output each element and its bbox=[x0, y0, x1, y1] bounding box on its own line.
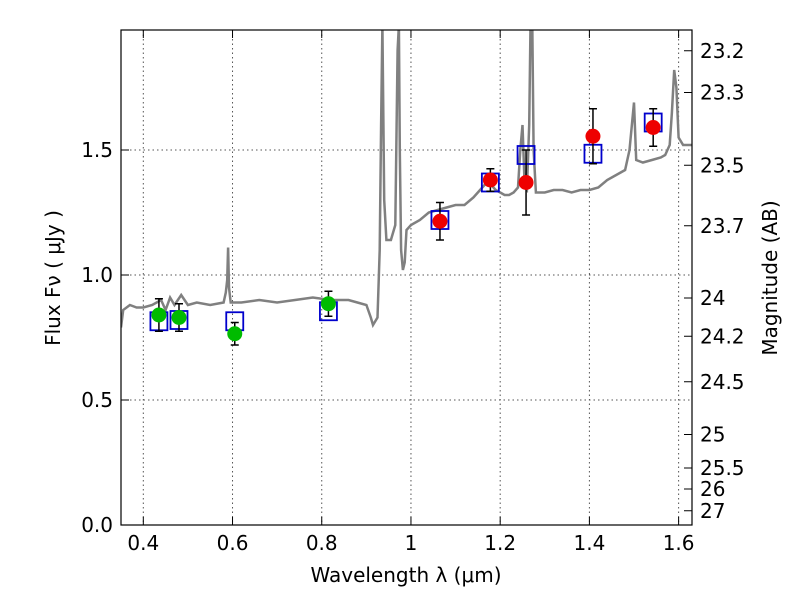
magnitude-tick-label: 25.5 bbox=[700, 456, 745, 480]
magnitude-tick-label: 24.2 bbox=[700, 324, 745, 348]
magnitude-tick-label: 23.7 bbox=[700, 214, 745, 238]
observed-flux-points bbox=[151, 108, 661, 346]
axis-ticks: 0.4 0.6 0.8 1 1.2 1.4 1.6 0.0 0.5 1.0 1.5 23.2 23.3 2… bbox=[81, 30, 745, 555]
x-tick-label: 1 bbox=[405, 531, 418, 555]
magnitude-tick-label: 23.2 bbox=[700, 39, 745, 63]
magnitude-tick-label: 25 bbox=[700, 423, 725, 447]
near-ir-data-point bbox=[645, 120, 661, 135]
grid-lines bbox=[121, 30, 692, 526]
plot-frame bbox=[120, 29, 693, 526]
y-tick-label: 0.5 bbox=[81, 388, 113, 412]
y-tick-label: 0.0 bbox=[81, 513, 113, 537]
optical-data-point bbox=[320, 296, 336, 312]
y-axis-label: Flux Fν ( μJy ) bbox=[41, 210, 65, 346]
x-tick-label: 0.4 bbox=[127, 531, 159, 555]
x-tick-label: 0.6 bbox=[217, 531, 249, 555]
magnitude-tick-label: 27 bbox=[700, 499, 725, 523]
x-tick-label: 1.6 bbox=[663, 531, 695, 555]
magnitude-axis-label: Magnitude (AB) bbox=[758, 200, 782, 355]
x-tick-label: 0.8 bbox=[306, 531, 338, 555]
magnitude-tick-label: 26 bbox=[700, 477, 725, 501]
x-tick-label: 1.4 bbox=[573, 531, 605, 555]
model-flux-boxes bbox=[149, 112, 663, 332]
optical-data-point bbox=[151, 307, 167, 323]
near-ir-data-point bbox=[585, 128, 601, 144]
x-tick-label: 1.2 bbox=[484, 531, 516, 555]
magnitude-tick-label: 23.3 bbox=[700, 81, 745, 105]
near-ir-data-point bbox=[518, 175, 534, 190]
magnitude-tick-label: 24 bbox=[700, 286, 725, 310]
optical-data-point bbox=[227, 326, 243, 342]
magnitude-tick-label: 24.5 bbox=[700, 370, 745, 394]
x-axis-label: Wavelength λ (μm) bbox=[310, 563, 501, 587]
optical-data-point bbox=[171, 310, 187, 325]
y-tick-label: 1.5 bbox=[81, 138, 113, 162]
near-ir-data-point bbox=[482, 172, 498, 188]
magnitude-tick-label: 23.5 bbox=[700, 153, 745, 177]
y-tick-label: 1.0 bbox=[81, 263, 113, 287]
near-ir-data-point bbox=[432, 213, 448, 229]
model-spectrum-line bbox=[121, 30, 692, 329]
